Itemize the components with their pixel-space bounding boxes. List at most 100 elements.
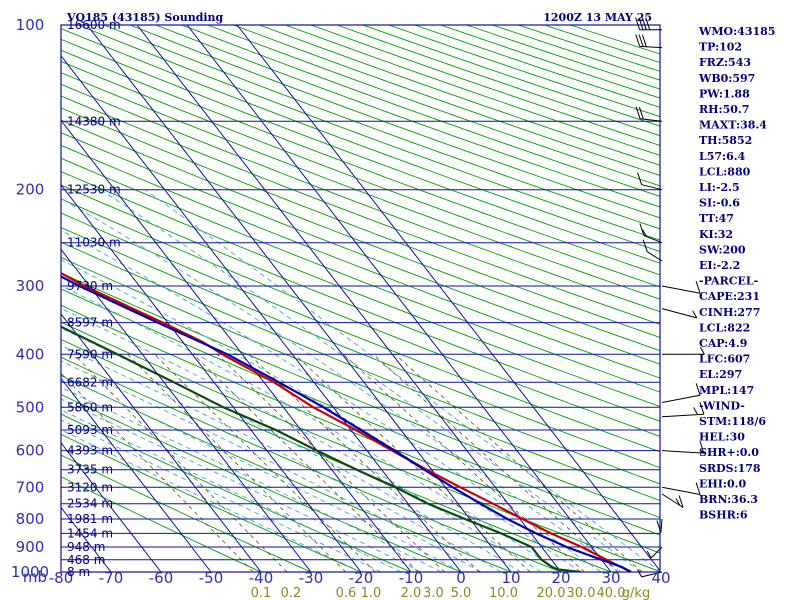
mixing-ratio-label: 0.6 <box>336 586 357 600</box>
wind-barb-staff <box>641 571 663 578</box>
dry-adiabat-line <box>569 25 660 55</box>
moist-adiabat-line <box>61 429 362 572</box>
sounding-index: PW:1.88 <box>699 87 750 100</box>
wind-barb <box>661 383 701 403</box>
wind-barb-staff <box>661 413 704 418</box>
wind-barb-flag <box>641 34 647 47</box>
height-label: 3735 m <box>67 463 113 477</box>
wind-barb-staff <box>661 394 701 403</box>
height-label: 11030 m <box>67 236 121 250</box>
wind-barb-flag <box>695 482 701 495</box>
temperature-tick-label: -60 <box>149 569 174 587</box>
sounding-index: CAPE:231 <box>699 290 760 303</box>
wind-barb-flag <box>635 17 641 30</box>
sounding-index: STM:118/6 <box>699 415 766 428</box>
wind-barb <box>656 518 663 533</box>
temperature-tick-label: -30 <box>299 569 324 587</box>
wind-barb-flag <box>675 498 681 506</box>
wind-barb-staff <box>661 285 701 294</box>
height-label: 468 m <box>67 553 105 567</box>
dry-adiabat-line <box>61 433 362 572</box>
pressure-tick-label: 900 <box>16 538 45 556</box>
sounding-index: RH:50.7 <box>699 103 749 116</box>
height-label: 4393 m <box>67 444 113 458</box>
wind-barb-staff <box>640 118 663 122</box>
pressure-tick-label: 500 <box>16 398 45 416</box>
wind-barb-flag <box>638 17 644 30</box>
wind-barb-flag <box>692 310 698 319</box>
moist-adiabat-line <box>100 189 642 572</box>
wind-barb <box>646 546 663 559</box>
wind-barb-flag <box>645 17 651 30</box>
temperature-tick-label: -40 <box>249 569 274 587</box>
wind-barb-flag <box>639 223 645 236</box>
height-label: 1454 m <box>67 526 113 540</box>
wind-barb-flag <box>642 229 648 237</box>
sounding-index: MAXT:38.4 <box>699 119 767 132</box>
mixing-ratio-label: 5.0 <box>451 586 472 600</box>
mixing-ratio-label: 0.1 <box>251 586 272 600</box>
wind-barb-staff <box>643 235 663 244</box>
dry-adiabat-line <box>61 38 660 264</box>
wind-barb <box>642 239 663 262</box>
isotherm-line <box>61 248 312 572</box>
isotherm-line <box>0 25 11 572</box>
height-label: 7590 m <box>67 347 113 361</box>
sounding-index: EHI:0.0 <box>699 477 746 490</box>
sounding-index: SI:-0.6 <box>699 197 740 210</box>
sounding-index: BRN:36.3 <box>699 493 758 506</box>
wind-barb-staff <box>641 184 663 191</box>
sounding-index: WB0:597 <box>698 72 755 85</box>
wind-barb <box>661 402 705 418</box>
text-layer: VQ185 (43185) Sounding 1200Z 13 MAY 25 m… <box>23 11 652 586</box>
wind-barb-flag <box>646 550 652 559</box>
height-label: 3120 m <box>67 480 113 494</box>
wind-barb-flag <box>635 34 641 47</box>
sounding-index: SRDS:178 <box>699 462 761 475</box>
isotherms <box>0 25 660 572</box>
sounding-index: EL:297 <box>699 368 742 381</box>
sounding-index: FRZ:543 <box>699 56 751 69</box>
pressure-tick-label: 1000 <box>11 563 49 581</box>
pressure-tick-label: 100 <box>16 16 45 34</box>
isotherm-line <box>61 55 462 572</box>
wind-barb-flag <box>642 239 648 252</box>
isotherm-line <box>61 119 412 572</box>
sounding-index: L57:6.4 <box>699 150 746 163</box>
mixing-ratio-label: 20.0 <box>537 586 566 600</box>
temperature-tick-label: -70 <box>99 569 124 587</box>
height-label: 16600 m <box>67 18 121 32</box>
isotherm-line <box>61 184 362 572</box>
moist-adiabat-line <box>61 409 402 572</box>
wind-barb <box>635 106 663 122</box>
sounding-index: TT:47 <box>699 212 734 225</box>
sounding-index: TP:102 <box>699 41 742 54</box>
height-label: 948 m <box>67 540 105 554</box>
wind-barb-flag <box>699 440 705 454</box>
temperature-tick-label: -20 <box>349 569 374 587</box>
sounding-index: KI:32 <box>699 228 733 241</box>
wind-barb-staff <box>661 308 697 319</box>
height-label: 5093 m <box>67 423 113 437</box>
mixing-ratio-label: 1.0 <box>361 586 382 600</box>
wind-barb-staff <box>639 45 663 49</box>
height-label: 5860 m <box>67 400 113 414</box>
mixing-ratio-label: 30.0 <box>567 586 596 600</box>
isotherm-line <box>86 25 512 572</box>
wind-barb-flag <box>695 383 701 396</box>
wind-barb <box>662 347 705 355</box>
pressure-tick-label: 400 <box>16 345 45 363</box>
moist-adiabat-line <box>61 197 622 572</box>
isotherm-line <box>61 442 162 572</box>
wind-barb-flag <box>699 402 705 415</box>
wind-barb-flag <box>678 495 684 508</box>
mixing-ratio-label: 3.0 <box>423 586 444 600</box>
sounding-index: LCL:880 <box>699 165 751 178</box>
pressure-tick-label: 600 <box>16 442 45 460</box>
profile-temperature <box>61 271 632 572</box>
wind-barb-flag <box>637 569 643 578</box>
wind-barb-flag <box>693 407 699 415</box>
dry-adiabat-line <box>61 28 660 253</box>
